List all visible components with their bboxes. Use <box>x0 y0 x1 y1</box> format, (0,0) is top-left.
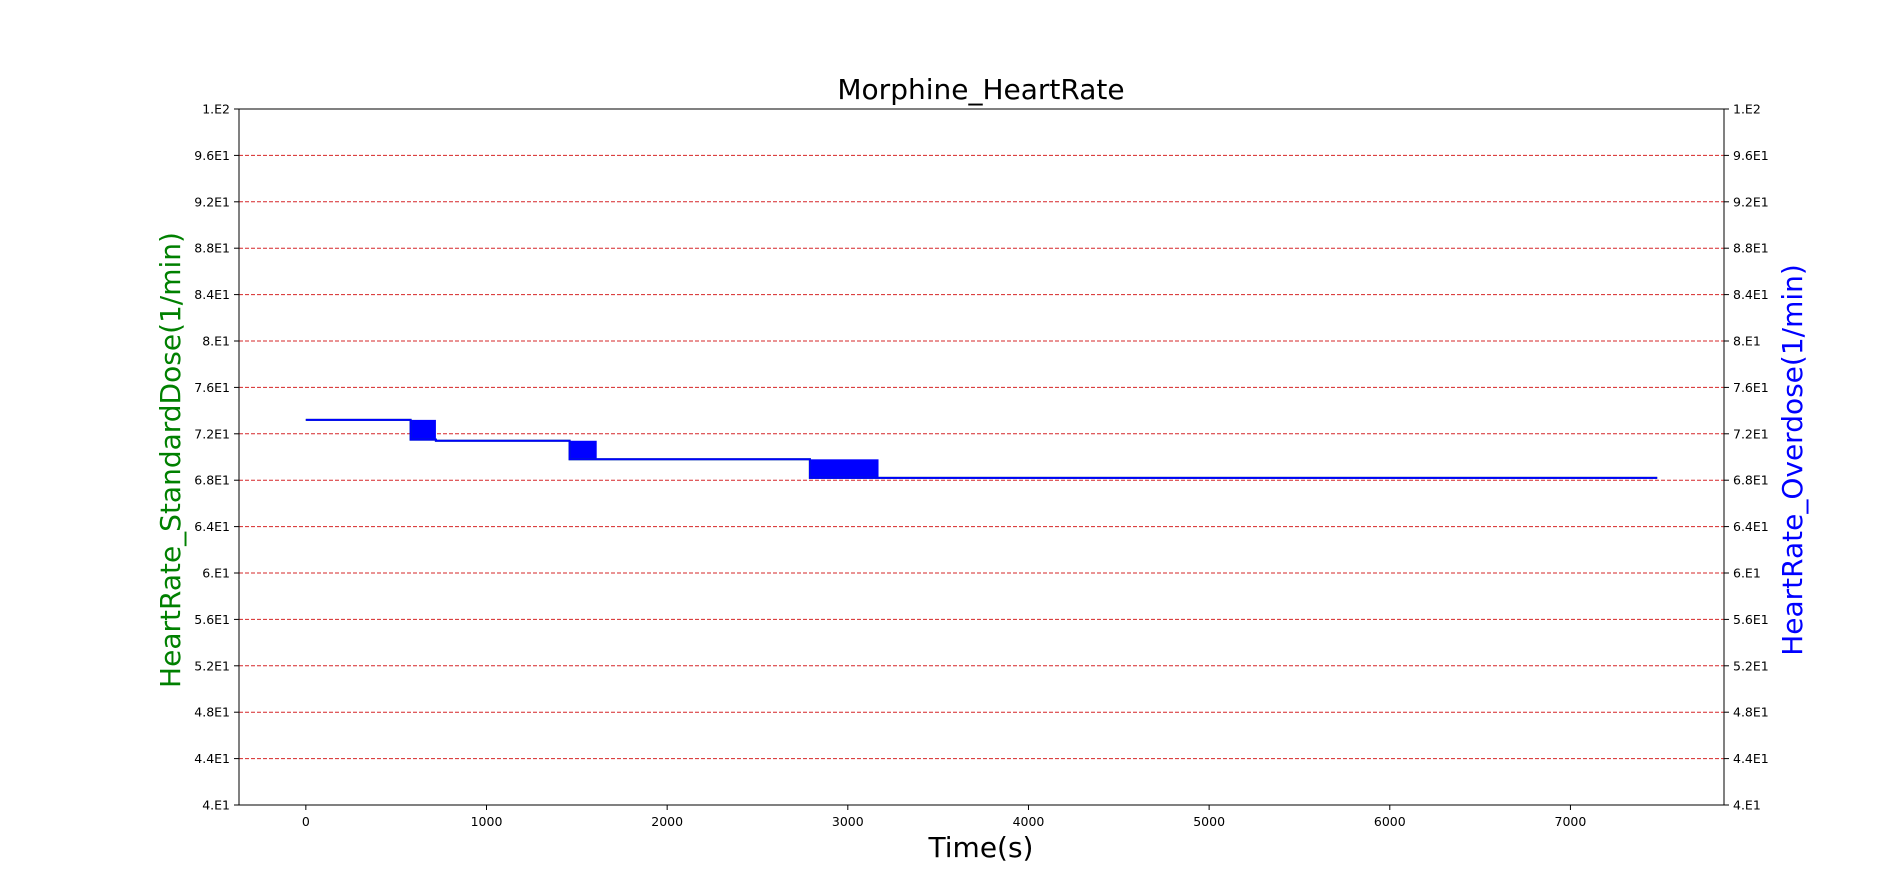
y-axis-left-ticks: 4.E1 4.4E1 4.8E1 5.2E1 5.6E1 6.E1 6.4E1 6.8E1 7.… <box>194 102 239 813</box>
y-right-tick-label: 8.8E1 <box>1733 241 1769 256</box>
y-axis-right-ticks: 4.E1 4.4E1 4.8E1 5.2E1 5.6E1 6.E1 6.4E1 6.8E1 7.… <box>1724 102 1769 813</box>
y-left-tick-label: 4.E1 <box>202 798 230 813</box>
y-left-tick-label: 4.8E1 <box>194 705 230 720</box>
y-left-tick-label: 6.8E1 <box>194 473 230 488</box>
series-line-overdose <box>305 418 1658 479</box>
data-band <box>410 419 436 440</box>
data-bands <box>410 419 879 478</box>
y-left-tick-label: 5.2E1 <box>194 658 230 673</box>
y-axis-left-label: HeartRate_StandardDose(1/min) <box>154 232 187 688</box>
y-left-tick-label: 8.4E1 <box>194 287 230 302</box>
y-right-tick-label: 4.8E1 <box>1733 705 1769 720</box>
grid-lines <box>239 154 1724 760</box>
x-tick-label: 6000 <box>1374 814 1406 829</box>
x-tick-label: 5000 <box>1193 814 1225 829</box>
y-right-tick-label: 6.E1 <box>1733 566 1761 581</box>
y-left-tick-label: 6.E1 <box>202 566 230 581</box>
y-right-tick-label: 6.8E1 <box>1733 473 1769 488</box>
x-tick-label: 3000 <box>832 814 864 829</box>
x-tick-label: 7000 <box>1555 814 1587 829</box>
chart-title: Morphine_HeartRate <box>837 73 1124 106</box>
y-right-tick-label: 9.6E1 <box>1733 148 1769 163</box>
y-right-tick-label: 6.4E1 <box>1733 519 1769 534</box>
y-left-tick-label: 9.6E1 <box>194 148 230 163</box>
y-left-tick-label: 7.6E1 <box>194 380 230 395</box>
x-tick-label: 4000 <box>1013 814 1045 829</box>
y-left-tick-label: 7.2E1 <box>194 426 230 441</box>
y-left-tick-label: 1.E2 <box>202 102 230 117</box>
series-line-standard-dose <box>305 418 1658 479</box>
x-axis-label: Time(s) <box>928 831 1034 864</box>
data-series <box>305 418 1658 479</box>
y-right-tick-label: 1.E2 <box>1733 102 1761 117</box>
y-right-tick-label: 5.6E1 <box>1733 612 1769 627</box>
y-right-tick-label: 8.4E1 <box>1733 287 1769 302</box>
y-left-tick-label: 4.4E1 <box>194 751 230 766</box>
y-right-tick-label: 7.6E1 <box>1733 380 1769 395</box>
x-tick-label: 2000 <box>651 814 683 829</box>
y-left-tick-label: 8.8E1 <box>194 241 230 256</box>
y-right-tick-label: 4.E1 <box>1733 798 1761 813</box>
y-left-tick-label: 5.6E1 <box>194 612 230 627</box>
x-axis-ticks: 0 1000 2000 3000 4000 5000 6000 7000 <box>302 805 1587 829</box>
y-axis-right-label: HeartRate_Overdose(1/min) <box>1776 264 1809 656</box>
y-left-tick-label: 6.4E1 <box>194 519 230 534</box>
x-tick-label: 0 <box>302 814 310 829</box>
data-band <box>569 440 597 460</box>
y-right-tick-label: 9.2E1 <box>1733 194 1769 209</box>
y-right-tick-label: 7.2E1 <box>1733 426 1769 441</box>
y-left-tick-label: 9.2E1 <box>194 194 230 209</box>
y-right-tick-label: 8.E1 <box>1733 334 1761 349</box>
y-left-tick-label: 8.E1 <box>202 334 230 349</box>
x-tick-label: 1000 <box>471 814 503 829</box>
y-right-tick-label: 4.4E1 <box>1733 751 1769 766</box>
y-right-tick-label: 5.2E1 <box>1733 658 1769 673</box>
data-band <box>809 459 879 478</box>
plot-frame <box>238 108 1725 806</box>
